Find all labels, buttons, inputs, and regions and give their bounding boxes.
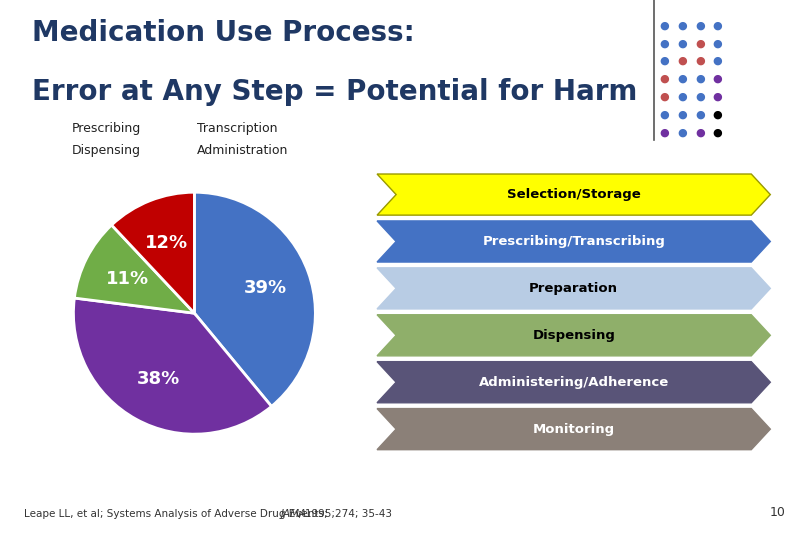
Text: Leape LL, et al; Systems Analysis of Adverse Drug Events;: Leape LL, et al; Systems Analysis of Adv… <box>24 509 331 519</box>
Text: Preparation: Preparation <box>529 282 618 295</box>
Text: ●: ● <box>695 74 705 84</box>
Text: Dispensing: Dispensing <box>532 329 615 342</box>
Text: ●: ● <box>695 92 705 102</box>
Polygon shape <box>377 409 770 450</box>
Text: ●: ● <box>713 21 723 30</box>
Text: ●: ● <box>713 127 723 137</box>
Text: ●: ● <box>659 56 669 66</box>
Text: ●: ● <box>713 38 723 48</box>
Text: 12%: 12% <box>145 234 189 253</box>
Polygon shape <box>377 315 770 356</box>
Polygon shape <box>377 221 770 262</box>
Text: ●: ● <box>677 74 687 84</box>
Text: ●: ● <box>713 74 723 84</box>
Text: Administration: Administration <box>197 144 288 157</box>
Text: ●: ● <box>659 74 669 84</box>
Text: Prescribing/Transcribing: Prescribing/Transcribing <box>482 235 665 248</box>
Text: ●: ● <box>695 56 705 66</box>
Text: ●: ● <box>713 110 723 119</box>
Text: ●: ● <box>713 92 723 102</box>
Text: ●: ● <box>695 38 705 48</box>
Text: ●: ● <box>677 110 687 119</box>
Text: 10: 10 <box>770 507 786 519</box>
Text: ●: ● <box>695 21 705 30</box>
Text: Medication Use Process:: Medication Use Process: <box>32 19 416 47</box>
Wedge shape <box>75 225 194 313</box>
Polygon shape <box>377 174 770 215</box>
Text: Error at Any Step = Potential for Harm: Error at Any Step = Potential for Harm <box>32 78 637 106</box>
Text: ●: ● <box>677 21 687 30</box>
Text: Administering/Adherence: Administering/Adherence <box>479 376 669 389</box>
Text: JAMA: JAMA <box>280 509 307 519</box>
Text: ●: ● <box>659 92 669 102</box>
Text: Transcription: Transcription <box>197 122 277 135</box>
Text: ●: ● <box>677 92 687 102</box>
Text: Prescribing: Prescribing <box>71 122 140 135</box>
Text: ●: ● <box>659 21 669 30</box>
Text: 39%: 39% <box>243 279 287 297</box>
Wedge shape <box>112 192 194 313</box>
Text: Selection/Storage: Selection/Storage <box>507 188 641 201</box>
Text: ●: ● <box>659 127 669 137</box>
Text: ●: ● <box>695 127 705 137</box>
Text: Monitoring: Monitoring <box>533 423 615 436</box>
Wedge shape <box>74 298 271 434</box>
Text: ●: ● <box>677 56 687 66</box>
Text: 11%: 11% <box>106 270 149 288</box>
Text: Dispensing: Dispensing <box>71 144 140 157</box>
Polygon shape <box>377 268 770 309</box>
Text: ●: ● <box>677 127 687 137</box>
Text: ●: ● <box>713 56 723 66</box>
Text: ●: ● <box>659 110 669 119</box>
Polygon shape <box>377 362 770 403</box>
Text: 38%: 38% <box>137 370 180 388</box>
Text: ●: ● <box>695 110 705 119</box>
Text: ; 1995;274; 35-43: ; 1995;274; 35-43 <box>298 509 392 519</box>
Text: ●: ● <box>677 38 687 48</box>
Text: ●: ● <box>659 38 669 48</box>
Wedge shape <box>194 192 315 407</box>
